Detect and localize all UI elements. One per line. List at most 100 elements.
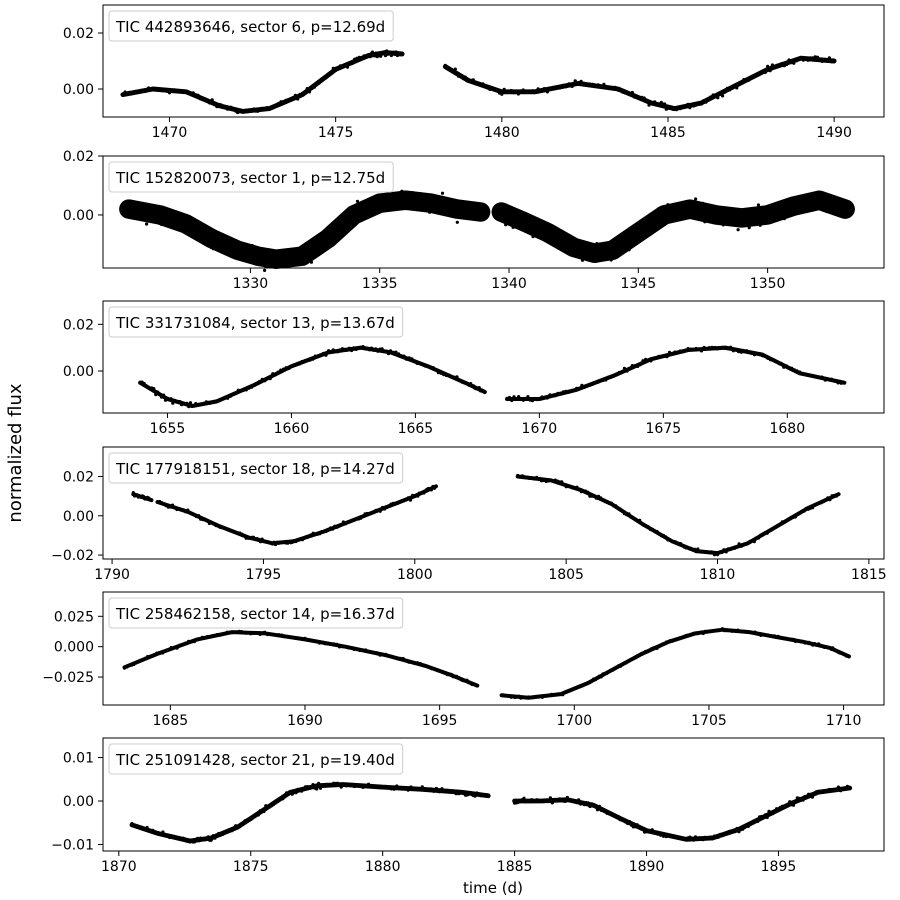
data-point [132, 662, 136, 667]
data-point [735, 86, 739, 90]
data-point [451, 789, 455, 793]
data-point [633, 95, 637, 99]
data-point [383, 784, 388, 788]
y-tick-label: 0.00 [63, 364, 94, 380]
x-tick-label: 1490 [816, 125, 852, 141]
data-point [391, 350, 395, 354]
data-point [256, 262, 260, 266]
data-point [160, 395, 164, 399]
data-point [188, 401, 193, 405]
data-point [486, 86, 490, 90]
data-point [273, 254, 277, 258]
data-point [801, 798, 805, 802]
data-point [474, 82, 478, 86]
data-point [471, 78, 475, 82]
data-point [279, 100, 283, 104]
data-point [625, 369, 629, 373]
data-point [171, 503, 175, 507]
data-point [729, 211, 733, 215]
data-point [140, 207, 144, 211]
data-point [400, 189, 404, 193]
data-point [551, 393, 555, 397]
data-point [650, 828, 654, 832]
data-point [780, 61, 784, 66]
data-point [697, 347, 701, 351]
data-point [284, 366, 288, 370]
data-point [291, 254, 295, 258]
data-point [193, 840, 197, 844]
data-point [667, 834, 671, 838]
data-point [749, 212, 753, 216]
data-point [582, 803, 586, 807]
data-point [196, 93, 200, 97]
data-point [530, 399, 535, 403]
data-point [605, 246, 609, 251]
data-point [374, 347, 378, 351]
data-point [355, 783, 359, 787]
data-point [630, 90, 635, 95]
y-tick-label: −0.025 [42, 670, 94, 686]
data-point [189, 91, 193, 95]
data-point [151, 87, 155, 91]
data-point [834, 205, 838, 209]
legend-box [108, 161, 394, 193]
data-point [709, 95, 713, 99]
data-point [815, 55, 820, 59]
data-point [478, 83, 482, 87]
data-point [590, 382, 595, 386]
data-point [710, 345, 714, 349]
data-point [469, 382, 473, 386]
data-point [434, 786, 438, 791]
data-point [635, 95, 639, 99]
data-point [122, 666, 127, 670]
x-tick-label: 1670 [522, 421, 558, 437]
data-point [432, 789, 436, 793]
data-point [533, 694, 538, 699]
data-point [782, 64, 786, 68]
data-point [628, 367, 632, 371]
legend: TIC 331731084, sector 13, p=13.67d [108, 306, 404, 338]
data-point [773, 809, 777, 813]
data-point [395, 657, 399, 661]
data-point [658, 212, 663, 216]
data-point [395, 784, 399, 788]
data-point [170, 89, 174, 93]
data-point [131, 212, 135, 216]
data-point [765, 815, 769, 820]
data-point [525, 475, 529, 479]
data-point [582, 246, 586, 251]
data-point [369, 346, 374, 350]
data-point [646, 525, 650, 529]
data-point [162, 393, 166, 397]
x-tick-label: 1705 [691, 713, 727, 729]
data-point [586, 490, 590, 494]
data-point [309, 533, 313, 537]
data-point [132, 91, 136, 95]
legend-box [108, 597, 404, 629]
data-points [155, 484, 437, 547]
data-point [455, 220, 459, 224]
data-point [141, 658, 145, 662]
data-point [723, 90, 727, 94]
data-point [422, 202, 426, 206]
data-point [664, 215, 668, 219]
data-point [499, 218, 503, 222]
data-point [742, 349, 746, 354]
data-point [406, 496, 410, 500]
data-point [281, 367, 286, 371]
data-point [179, 89, 183, 94]
data-point [765, 531, 769, 535]
data-point [539, 88, 543, 92]
data-point [348, 217, 352, 221]
data-point [407, 660, 411, 664]
data-point [515, 218, 520, 222]
data-point [589, 256, 594, 260]
data-point [580, 800, 585, 804]
data-point [596, 83, 600, 87]
data-point [545, 90, 550, 94]
data-point [355, 199, 360, 203]
data-point [820, 59, 824, 64]
data-point [260, 537, 264, 541]
data-point [576, 82, 580, 86]
data-point [664, 535, 668, 539]
